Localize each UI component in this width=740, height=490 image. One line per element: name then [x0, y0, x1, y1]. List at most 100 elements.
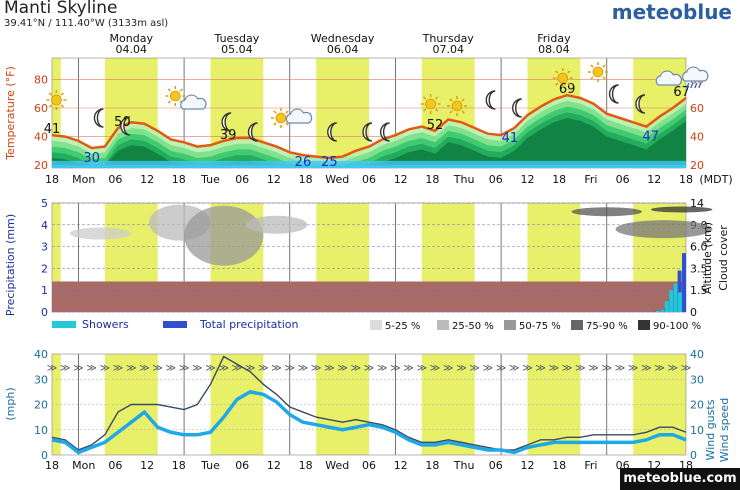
- x-tick-label: Mon: [72, 459, 95, 472]
- precip-ytick: 2: [41, 262, 48, 275]
- wind-direction-arrow: ≫: [522, 363, 532, 374]
- wind-direction-arrow: ≫: [152, 363, 162, 374]
- x-tick-label: Wed: [325, 459, 349, 472]
- wind-direction-arrow: ≫: [364, 363, 374, 374]
- total-precip-bar: [682, 253, 686, 312]
- temp-ytick-right: 20: [690, 159, 704, 172]
- x-tick-label: 18: [45, 173, 59, 186]
- rain-drop: [698, 82, 702, 89]
- x-tick-label: 18: [299, 459, 313, 472]
- wind-direction-arrow: ≫: [641, 363, 651, 374]
- sun-icon: [425, 98, 436, 110]
- x-tick-label: Mon: [72, 173, 95, 186]
- rain-drop: [694, 82, 698, 89]
- temp-value-label: 26: [295, 155, 312, 170]
- cloud-legend-swatch: [504, 320, 516, 330]
- wind-direction-arrow: ≫: [232, 363, 242, 374]
- wind-direction-arrow: ≫: [298, 363, 308, 374]
- x-tick-label: 06: [108, 173, 122, 186]
- x-tick-label: 06: [235, 459, 249, 472]
- wind-direction-arrow: ≫: [245, 363, 255, 374]
- day-name: Monday: [110, 32, 154, 45]
- x-tick-label: Thu: [453, 173, 475, 186]
- snow-level-band: [52, 281, 686, 312]
- shower-bar: [673, 283, 678, 312]
- x-tick-label: Tue: [200, 459, 220, 472]
- sun-ray: [602, 76, 606, 80]
- wind-direction-arrow: ≫: [483, 363, 493, 374]
- x-tick-label: 12: [394, 459, 408, 472]
- x-tick-label: 18: [172, 173, 186, 186]
- temp-value-label: 41: [44, 122, 61, 137]
- temp-value-label: 47: [643, 130, 660, 145]
- cloud-legend-label: 25-50 %: [452, 321, 494, 332]
- sun-ray: [48, 92, 52, 96]
- moon-icon: [511, 98, 522, 118]
- cloud-legend-label: 5-25 %: [385, 321, 420, 332]
- wind-direction-arrow: ≫: [311, 363, 321, 374]
- altitude-tick: 1.5: [690, 284, 708, 297]
- wind-direction-arrow: ≫: [549, 363, 559, 374]
- legend-total-label: Total precipitation: [199, 318, 299, 331]
- wind-direction-arrow: ≫: [166, 363, 176, 374]
- wind-direction-arrow: ≫: [668, 363, 678, 374]
- x-tick-label: 06: [489, 173, 503, 186]
- moon-icon: [120, 116, 130, 136]
- wind-speed-label: Wind speed: [718, 398, 731, 462]
- x-tick-label: 06: [362, 173, 376, 186]
- wind-direction-arrow: ≫: [575, 363, 585, 374]
- wind-direction-arrow: ≫: [100, 363, 110, 374]
- meteoblue-logo[interactable]: meteoblue: [611, 0, 732, 24]
- precip-ylabel: Precipitation (mm): [4, 214, 17, 316]
- shower-bar: [669, 290, 674, 312]
- sun-ray: [567, 70, 571, 74]
- sun-ray: [555, 70, 559, 74]
- cloud-legend-label: 50-75 %: [519, 321, 561, 332]
- temp-value-label: 69: [559, 82, 576, 97]
- day-name: Wednesday: [311, 32, 375, 45]
- day-date: 07.04: [433, 43, 465, 56]
- wind-direction-arrow: ≫: [60, 363, 70, 374]
- moon-icon: [221, 112, 232, 132]
- wind-direction-arrow: ≫: [126, 363, 136, 374]
- altitude-tick: 14: [690, 197, 704, 210]
- sun-ray: [602, 64, 606, 68]
- day-date: 06.04: [327, 43, 359, 56]
- sun-ray: [285, 122, 289, 126]
- wind-direction-arrow: ≫: [443, 363, 453, 374]
- precip-ytick: 1: [41, 284, 48, 297]
- sun-ray: [423, 96, 427, 100]
- sun-ray: [48, 104, 52, 108]
- timezone-label: (MDT): [699, 173, 732, 186]
- wind-ytick-right: 0: [690, 449, 697, 462]
- sun-ray: [273, 110, 277, 114]
- sun-ray: [567, 82, 571, 86]
- cloud-cover-patch: [615, 220, 713, 239]
- footer-link[interactable]: meteoblue.com: [620, 468, 740, 490]
- wind-direction-arrow: ≫: [139, 363, 149, 374]
- sun-ray: [273, 122, 277, 126]
- temp-ylabel: Temperature (°F): [4, 66, 17, 161]
- wind-direction-arrow: ≫: [654, 363, 664, 374]
- rain-drop: [686, 82, 690, 89]
- wind-ytick-right: 30: [690, 373, 704, 386]
- wind-direction-arrow: ≫: [47, 363, 57, 374]
- legend-total-swatch: [163, 321, 187, 328]
- temp-ytick-right: 40: [690, 131, 704, 144]
- wind-direction-arrow: ≫: [456, 363, 466, 374]
- sun-icon: [557, 72, 569, 84]
- wind-direction-arrow: ≫: [615, 363, 625, 374]
- wind-direction-arrow: ≫: [430, 363, 440, 374]
- sun-ray: [435, 108, 439, 112]
- cloud-icon: [285, 108, 313, 124]
- shower-bar: [655, 310, 660, 312]
- x-tick-label: Fri: [584, 459, 597, 472]
- cloudcover-label: Cloud cover: [717, 225, 730, 291]
- wind-speed-line: [51, 390, 687, 455]
- cloud-legend-label: 90-100 %: [653, 321, 701, 332]
- sun-ray: [590, 64, 594, 68]
- wind-direction-arrow: ≫: [628, 363, 638, 374]
- temperature-line: [51, 93, 687, 160]
- sun-ray: [60, 104, 65, 108]
- cloud-legend-swatch: [370, 320, 382, 330]
